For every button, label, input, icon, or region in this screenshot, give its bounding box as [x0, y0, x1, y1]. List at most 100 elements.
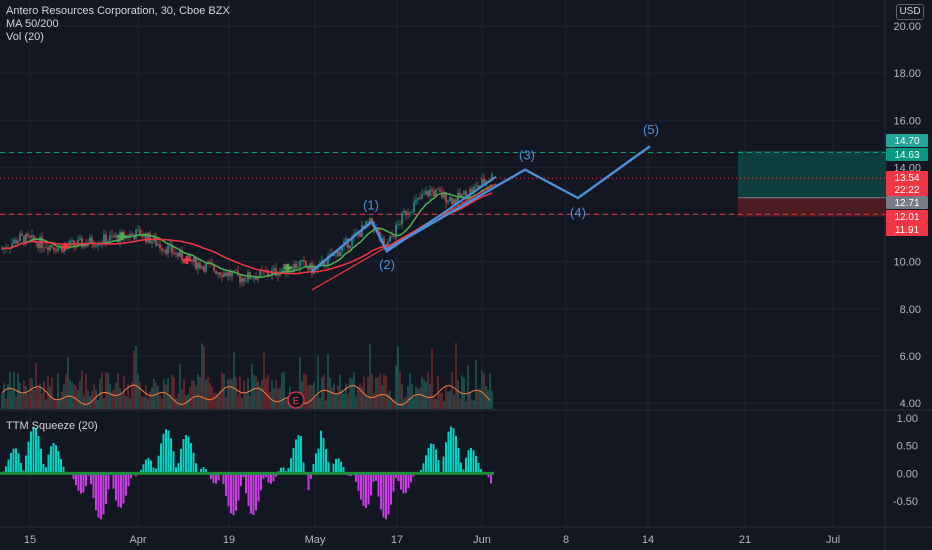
squeeze-bar: [490, 473, 492, 484]
volume-bar: [59, 398, 61, 409]
candle-body: [447, 201, 449, 203]
candle-body: [367, 221, 369, 223]
squeeze-bar: [437, 460, 440, 474]
volume-bar: [217, 395, 219, 409]
candle-body: [51, 245, 53, 248]
currency-badge[interactable]: USD: [896, 4, 924, 20]
volume-bar: [179, 363, 181, 409]
volume-bar: [473, 400, 475, 409]
candle-body: [421, 194, 423, 199]
volume-bar: [253, 374, 255, 409]
squeeze-bar: [400, 473, 402, 490]
volume-bar: [339, 374, 341, 409]
volume-bar: [325, 400, 327, 409]
candle-body: [109, 235, 111, 241]
volume-bar: [199, 377, 201, 409]
squeeze-bar: [465, 457, 467, 474]
volume-bar: [449, 390, 451, 409]
price-tag-text: 11.91: [895, 225, 920, 236]
volume-bar: [223, 373, 225, 409]
volume-indicator-label[interactable]: Vol (20): [6, 31, 44, 43]
volume-bar: [143, 397, 145, 409]
volume-bar: [341, 389, 343, 409]
time-tick-label: 15: [24, 534, 36, 546]
volume-bar: [483, 372, 485, 409]
wave-label: (1): [363, 198, 379, 213]
candle-body: [81, 238, 83, 248]
time-tick-label: 8: [563, 534, 569, 546]
volume-bar: [411, 383, 413, 409]
squeeze-bar: [92, 473, 95, 499]
volume-bar: [417, 388, 419, 409]
candle-body: [445, 191, 447, 203]
candle-body: [39, 236, 41, 249]
candle-body: [71, 240, 73, 242]
price-tick-label: 16.00: [893, 115, 921, 127]
candle-body: [103, 234, 105, 244]
volume-bar: [79, 380, 81, 409]
symbol-title[interactable]: Antero Resources Corporation, 30, Cboe B…: [6, 5, 230, 17]
candle-body: [303, 260, 305, 262]
candle-body: [411, 212, 413, 213]
candle-body: [25, 234, 27, 244]
volume-bar: [407, 386, 409, 409]
squeeze-bar: [190, 443, 192, 474]
squeeze-bar: [125, 473, 127, 496]
squeeze-bar: [232, 473, 235, 516]
candle-body: [111, 235, 113, 236]
long-position-tool[interactable]: [738, 150, 886, 217]
candle-body: [239, 275, 241, 283]
volume-bar: [205, 379, 207, 409]
volume-bar: [335, 393, 337, 409]
candle-body: [349, 245, 351, 249]
candle-body: [275, 267, 277, 276]
candle-body: [121, 231, 123, 233]
squeeze-bar: [122, 473, 125, 504]
volume-bar: [11, 388, 13, 409]
squeeze-bar: [252, 473, 255, 515]
volume-bar: [251, 364, 253, 409]
volume-bar: [395, 364, 397, 409]
volume-bar: [455, 342, 457, 409]
squeeze-bar: [475, 455, 477, 474]
squeeze-bar: [157, 455, 160, 474]
squeeze-bar: [395, 473, 397, 478]
candle-body: [149, 232, 151, 244]
candle-body: [461, 194, 463, 198]
squeeze-bar: [150, 460, 152, 474]
volume-bar: [373, 393, 375, 409]
volume-bar: [5, 398, 7, 409]
time-axis[interactable]: 15 Apr 19 May 17 Jun 8 14 21 Jul: [24, 534, 840, 546]
time-tick-label: Jun: [473, 534, 491, 546]
volume-bar: [445, 385, 447, 409]
squeeze-bar: [362, 473, 365, 507]
volume-bar: [19, 382, 21, 409]
candle-body: [215, 270, 217, 274]
volume-bar: [365, 394, 367, 409]
candle-body: [183, 260, 185, 264]
candle-body: [347, 238, 349, 249]
volume-bar: [9, 371, 11, 409]
squeeze-bar: [432, 443, 435, 474]
ma-indicator-label[interactable]: MA 50/200: [6, 18, 59, 30]
volume-bar: [147, 398, 149, 409]
trendline-lower: [311, 183, 497, 291]
squeeze-bar: [392, 473, 395, 492]
volume-bar: [307, 385, 309, 409]
squeeze-bar: [372, 473, 375, 482]
candle-body: [97, 245, 99, 246]
squeeze-bar: [325, 449, 327, 474]
volume-bar: [245, 391, 247, 409]
volume-bar: [45, 399, 47, 409]
squeeze-bar: [447, 431, 450, 474]
elliott-wave-projection[interactable]: (1) (2) (3) (4) (5): [311, 122, 659, 273]
squeeze-bar: [287, 468, 290, 474]
squeeze-bar: [245, 473, 247, 494]
candle-body: [457, 192, 459, 204]
candle-body: [359, 233, 361, 237]
squeeze-bar: [262, 473, 265, 479]
squeeze-bar: [17, 453, 20, 474]
squeeze-indicator-label[interactable]: TTM Squeeze (20): [6, 420, 98, 432]
candle-body: [171, 245, 173, 254]
